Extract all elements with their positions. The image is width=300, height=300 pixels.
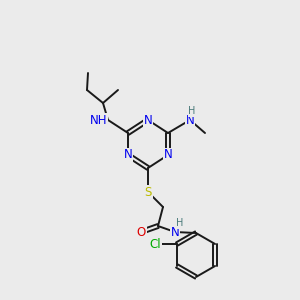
Text: N: N (164, 148, 172, 161)
Text: N: N (124, 148, 132, 161)
Text: N: N (186, 113, 194, 127)
Text: S: S (144, 185, 152, 199)
Text: H: H (176, 218, 184, 228)
Text: NH: NH (89, 113, 107, 127)
Text: N: N (144, 113, 152, 127)
Text: O: O (136, 226, 146, 238)
Text: Cl: Cl (149, 238, 161, 250)
Text: H: H (188, 106, 196, 116)
Text: N: N (171, 226, 179, 238)
